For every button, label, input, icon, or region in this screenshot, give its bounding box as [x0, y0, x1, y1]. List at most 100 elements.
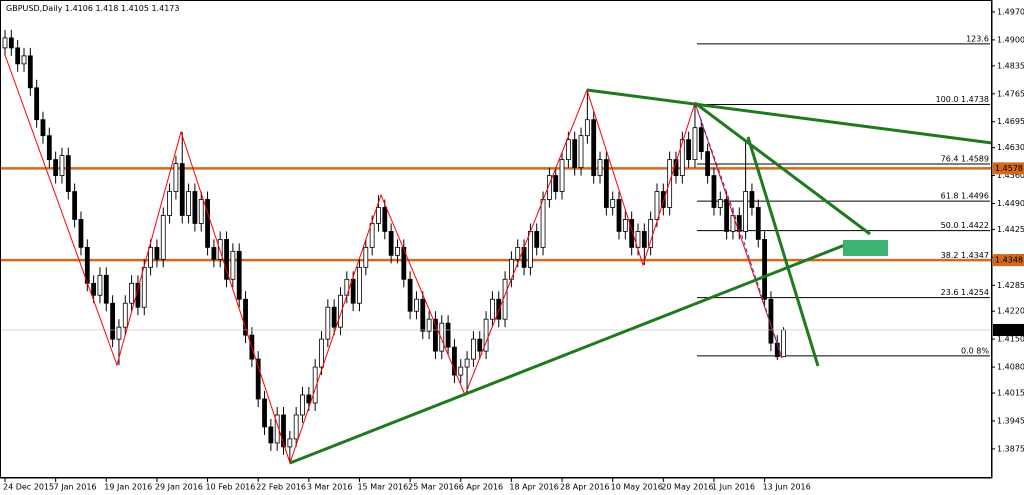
- candle-body: [211, 246, 217, 260]
- candle-body: [610, 199, 616, 208]
- candle-body: [103, 274, 109, 304]
- zigzag: [4, 54, 783, 465]
- candle-body: [540, 199, 546, 248]
- candle-body: [173, 163, 179, 192]
- y-tick-label: 1.4150: [997, 335, 1024, 344]
- candle-body: [622, 219, 628, 232]
- candle-body: [616, 199, 622, 232]
- candle-body: [527, 231, 533, 268]
- plot-frame: [0, 0, 992, 478]
- fib-label: 38.2 1.4347: [941, 251, 989, 260]
- y-tick-label: 1.3875: [997, 444, 1024, 453]
- y-tick-label: 1.4765: [997, 89, 1024, 98]
- y-tick-label: 1.4970: [997, 7, 1024, 16]
- symbol: GBPUSD,Daily: [6, 4, 63, 13]
- candle-body: [154, 246, 160, 260]
- candle-body: [711, 175, 717, 208]
- x-tick-label: 6 Apr 2016: [459, 483, 503, 492]
- y-tick-label: 1.4560: [997, 171, 1024, 180]
- candle-body: [281, 414, 286, 448]
- candle-body: [141, 266, 147, 308]
- candle-body: [325, 306, 331, 340]
- candle-body: [553, 175, 559, 192]
- fib-label: 123.6: [966, 34, 989, 43]
- candle-body: [72, 191, 78, 220]
- x-tick-label: 25 Mar 2016: [408, 483, 459, 492]
- candle-body: [262, 398, 267, 428]
- candle-body: [192, 191, 198, 224]
- candle-body: [338, 294, 343, 328]
- candle-body: [490, 298, 495, 320]
- candle-body: [724, 199, 730, 232]
- x-tick-label: 10 May 2016: [611, 483, 663, 492]
- fib-label: 0.0 8%: [961, 346, 989, 355]
- ohlc-close: 1.4173: [151, 4, 179, 13]
- fib-label: 61.8 1.4496: [941, 192, 989, 201]
- candle-body: [205, 199, 210, 248]
- candle-body: [401, 246, 407, 280]
- candle-body: [167, 191, 172, 216]
- candle-body: [8, 37, 14, 49]
- candle-body: [584, 119, 590, 137]
- candle-body: [692, 127, 698, 160]
- candle-body: [388, 231, 394, 256]
- y-tick-label: 1.4490: [997, 199, 1024, 208]
- y-tick-label: 1.4220: [997, 307, 1024, 316]
- candle-body: [312, 366, 318, 404]
- candle-body: [78, 219, 84, 248]
- candle-body: [578, 135, 584, 168]
- candle-body: [186, 191, 191, 216]
- candle-body: [395, 246, 400, 256]
- candle-body: [40, 119, 46, 137]
- y-tick-label: 1.3945: [997, 416, 1024, 425]
- candle-body: [34, 87, 40, 121]
- candle-body: [306, 394, 312, 404]
- x-tick-label: 22 Feb 2016: [256, 483, 306, 492]
- candle-body: [376, 207, 381, 224]
- y-tick-label: 1.4015: [997, 389, 1024, 398]
- candle-body: [46, 135, 52, 160]
- candle-body: [679, 139, 685, 176]
- candle-body: [15, 47, 21, 65]
- x-tick-label: 19 Jan 2016: [104, 483, 152, 492]
- header: GBPUSD,Daily 1.4106 1.418 1.4105 1.4173: [6, 4, 179, 13]
- y-tick-label: 1.4695: [997, 117, 1024, 126]
- candle-body: [452, 346, 457, 376]
- fib-label: 23.6 1.4254: [941, 288, 989, 297]
- candle-body: [319, 338, 324, 368]
- candle-body: [243, 298, 248, 336]
- fib-label: 50.0 1.4422: [941, 221, 989, 230]
- candle-body: [369, 223, 375, 248]
- x-tick-label: 10 Feb 2016: [206, 483, 256, 492]
- x-tick-label: 1 Jun 2016: [712, 483, 755, 492]
- candle-body: [458, 366, 464, 376]
- candle-body: [268, 426, 274, 444]
- y-tick-label: 1.4425: [997, 225, 1024, 234]
- candle-body: [217, 238, 223, 260]
- candle-body: [236, 250, 242, 300]
- candle-body: [350, 278, 356, 304]
- candle-body: [483, 318, 489, 352]
- candle-body: [407, 278, 413, 312]
- candle-body: [515, 246, 521, 260]
- candle-body: [660, 191, 666, 208]
- candle-body: [122, 302, 128, 328]
- candle-body: [230, 250, 236, 280]
- target-box: [843, 240, 888, 256]
- candle-body: [91, 282, 97, 296]
- trend-line: [746, 136, 820, 367]
- candle-body: [300, 394, 305, 416]
- candle-body: [717, 199, 723, 208]
- candle-body: [445, 322, 451, 348]
- candle-body: [546, 175, 552, 200]
- fib-label: 76.4 1.4589: [941, 154, 989, 163]
- trend-line: [694, 101, 871, 236]
- candle-body: [705, 151, 711, 176]
- candle-body: [59, 155, 65, 176]
- candle-body: [65, 155, 71, 192]
- candle-body: [648, 219, 654, 248]
- candle-body: [287, 438, 293, 448]
- y-tick-label: 1.4080: [997, 363, 1024, 372]
- level-tag: [993, 162, 1024, 175]
